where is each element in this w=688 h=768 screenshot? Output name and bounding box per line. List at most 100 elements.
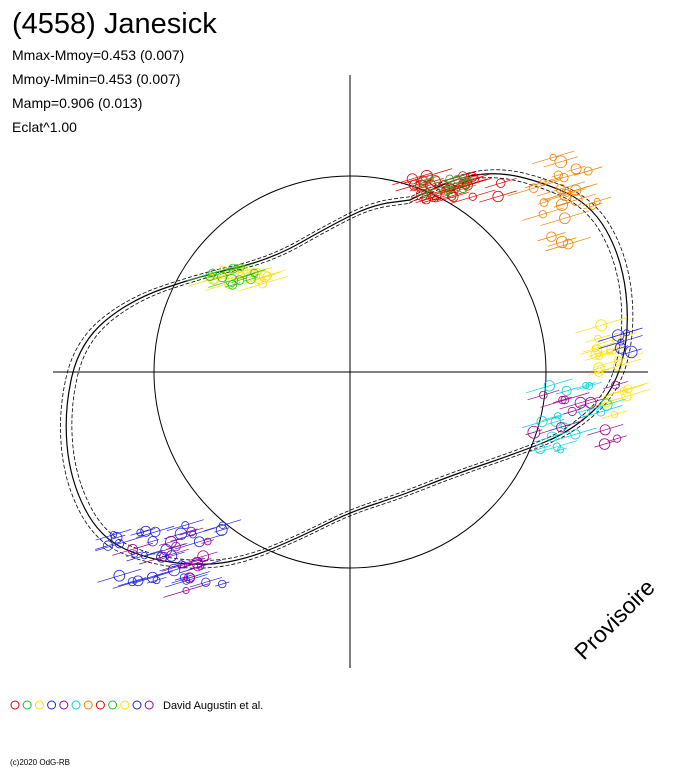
error-bar [159,538,183,546]
error-bar [603,381,628,390]
error-bar [525,429,543,436]
error-bar [180,574,199,581]
point [132,575,144,587]
error-bar [161,558,206,572]
error-bar [165,574,208,588]
point [536,416,548,428]
point [593,197,601,205]
error-bar [554,447,568,453]
error-bar [166,519,204,532]
error-bar [146,539,159,544]
error-bar [552,396,572,404]
error-bar [118,577,147,587]
point [186,526,197,537]
error-bar [174,534,224,550]
point [559,212,571,225]
error-bar [607,382,649,396]
point [208,268,217,278]
error-bar [136,525,175,538]
error-bar [170,527,216,542]
point [556,235,569,249]
legend-symbol [144,700,154,710]
point [546,431,558,442]
point [595,319,608,332]
error-bar [553,202,571,208]
error-bar [188,551,218,561]
point [419,179,428,189]
point [614,342,627,354]
error-bar [229,264,251,272]
error-bar [594,358,642,374]
point [468,192,477,201]
error-bar [401,168,453,185]
point [567,406,577,416]
point [452,174,463,185]
error-bar [600,345,624,353]
error-bar [590,397,623,408]
point [570,429,581,440]
error-bar [159,557,204,572]
point [539,198,549,207]
error-bar [164,528,198,540]
point [102,540,114,551]
error-bar [612,345,629,351]
point [259,270,271,283]
error-bar [582,344,609,353]
point [458,184,468,194]
point [554,155,568,169]
legend-symbol [34,700,44,710]
error-bar [228,263,254,272]
point [136,528,144,537]
point [612,361,623,371]
error-bar [95,536,144,552]
point [215,524,228,536]
legend-symbol [22,700,32,710]
legend-symbol [59,700,69,710]
error-bar [208,273,256,288]
error-bar [450,189,496,204]
point [205,271,215,281]
error-bar [536,181,585,197]
point [582,382,590,389]
point [127,543,138,555]
point [496,178,506,188]
error-bar [507,180,560,197]
stat-line: Eclat^1.00 [12,119,77,135]
point [445,181,453,189]
point [203,537,212,546]
error-bar [587,398,626,411]
point [558,395,567,405]
error-bar [146,576,167,584]
legend-symbol [47,700,57,710]
error-bar [553,427,597,442]
error-bar [540,210,590,226]
point [201,577,211,587]
point [543,380,556,392]
error-bar [166,543,186,550]
error-bar [555,387,578,395]
point [528,183,539,194]
error-bar [522,415,563,428]
error-bar [411,180,436,188]
error-bar [203,274,217,279]
error-bar [563,408,582,415]
error-bar [132,571,173,584]
error-bar [130,529,150,536]
error-bar [547,172,581,183]
error-bar [244,269,286,283]
error-bar [203,519,242,532]
error-bar [461,178,474,183]
error-bar [537,200,551,205]
error-bar [484,178,517,189]
point [550,416,562,427]
point [623,384,633,394]
point [553,170,563,180]
error-bar [163,583,209,598]
point [598,438,611,450]
point [492,190,504,203]
error-bar [411,182,432,190]
error-bar [422,194,449,204]
point [546,231,557,242]
point [431,195,439,203]
error-bar [479,190,517,203]
